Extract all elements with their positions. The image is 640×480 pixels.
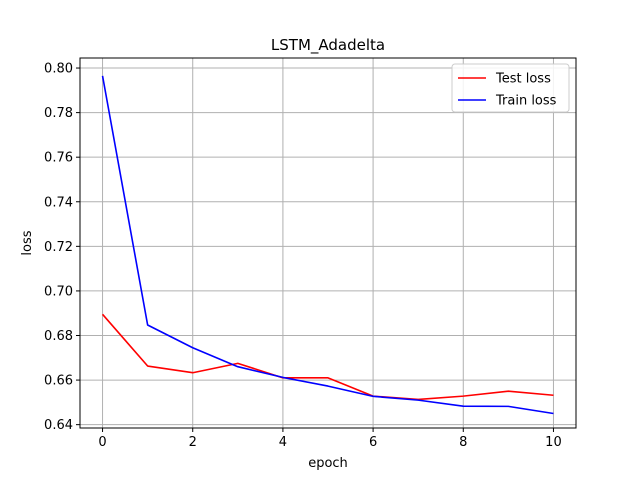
plot-area-frame <box>79 57 577 429</box>
y-tick-label: 0.80 <box>44 62 73 77</box>
series-lines <box>101 75 554 415</box>
y-tick-label: 0.76 <box>44 151 73 166</box>
x-tick-label: 2 <box>189 435 197 450</box>
y-tick-label: 0.64 <box>44 418 73 433</box>
y-tick-label: 0.78 <box>44 106 73 121</box>
x-tick-label: 6 <box>369 435 377 450</box>
x-tick-label: 10 <box>545 435 562 450</box>
grid <box>80 58 576 428</box>
x-tick-label: 4 <box>279 435 287 450</box>
x-tick-label: 8 <box>459 435 467 450</box>
y-tick-label: 0.70 <box>44 284 73 299</box>
y-tick-label: 0.74 <box>44 195 73 210</box>
y-tick-label: 0.66 <box>44 374 73 389</box>
axis-ticks: 0 2 4 6 8 10 0.64 0.66 0.68 0.70 0.72 0.74 0.76 0.78 0… <box>44 62 562 450</box>
legend: Test loss Train loss <box>451 63 570 113</box>
test-loss-line <box>101 313 554 401</box>
x-axis-label: epoch <box>308 456 348 471</box>
legend-label-test-loss: Test loss <box>495 72 551 87</box>
chart-title: LSTM_Adadelta <box>271 36 385 55</box>
y-axis-label: loss <box>20 230 35 255</box>
y-tick-label: 0.68 <box>44 329 73 344</box>
legend-label-train-loss: Train loss <box>495 94 557 109</box>
y-tick-label: 0.72 <box>44 240 73 255</box>
train-loss-line <box>101 75 554 415</box>
x-tick-label: 0 <box>98 435 106 450</box>
